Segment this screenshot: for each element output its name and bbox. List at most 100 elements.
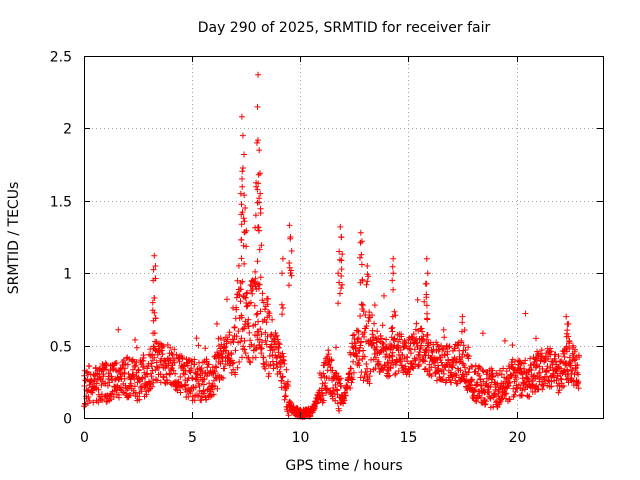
data-point	[239, 183, 246, 190]
data-point	[245, 323, 252, 330]
data-point	[151, 295, 158, 301]
data-point	[363, 281, 370, 288]
data-point	[239, 209, 246, 216]
data-point	[572, 346, 578, 353]
data-point	[328, 357, 335, 364]
data-point	[414, 296, 421, 303]
data-point	[238, 221, 245, 228]
data-point	[386, 353, 393, 359]
data-point	[264, 301, 271, 308]
data-point	[254, 103, 261, 110]
data-point	[453, 380, 460, 387]
data-point	[571, 357, 578, 364]
data-point	[260, 299, 267, 306]
data-point	[424, 315, 431, 322]
data-point	[544, 382, 551, 389]
data-point	[487, 383, 494, 390]
data-point	[254, 199, 261, 206]
data-point	[252, 354, 259, 361]
data-point	[533, 382, 540, 389]
data-point	[152, 263, 159, 269]
data-point	[561, 367, 568, 374]
data-point	[503, 368, 510, 375]
data-point	[235, 328, 242, 335]
data-point	[349, 343, 356, 350]
data-point	[548, 378, 555, 385]
data-point	[359, 276, 366, 283]
data-point	[201, 376, 208, 383]
data-point	[151, 309, 158, 316]
data-point	[476, 363, 482, 370]
data-point	[390, 270, 397, 277]
data-point	[265, 308, 272, 315]
data-point	[449, 364, 456, 371]
data-point	[334, 400, 341, 407]
data-point	[211, 368, 218, 375]
data-point	[482, 401, 489, 407]
data-point	[511, 366, 517, 373]
data-points	[81, 71, 583, 421]
y-tick-label: 2.5	[50, 50, 72, 66]
data-point	[241, 260, 248, 267]
data-point	[336, 256, 343, 263]
data-point	[364, 376, 371, 383]
data-point	[372, 354, 379, 361]
data-point	[276, 341, 283, 348]
data-point	[543, 374, 550, 381]
data-point	[545, 377, 552, 384]
data-point	[361, 329, 368, 336]
data-point	[253, 311, 260, 318]
data-point	[355, 328, 362, 335]
data-point	[203, 358, 210, 365]
data-point	[172, 370, 179, 377]
data-point	[175, 378, 182, 385]
data-point	[379, 322, 386, 329]
data-point	[357, 229, 364, 236]
data-point	[489, 367, 496, 374]
data-point	[247, 337, 254, 344]
data-point	[448, 379, 455, 386]
data-point	[424, 270, 431, 277]
y-tick-label: 0	[63, 412, 72, 428]
data-point	[392, 370, 399, 377]
data-point	[238, 201, 245, 208]
data-point	[498, 371, 505, 378]
data-point	[210, 391, 217, 398]
data-point	[547, 345, 554, 352]
data-point	[281, 393, 288, 400]
data-point	[283, 366, 290, 373]
data-point	[336, 248, 343, 255]
data-point	[193, 392, 200, 399]
data-point	[408, 350, 414, 357]
data-point	[149, 299, 156, 306]
data-point	[389, 277, 396, 284]
axis-ticks: 0 5 10 15 20 0 0.5 1 1.5 2 2.5	[50, 50, 603, 446]
data-point	[410, 331, 417, 337]
data-point	[338, 266, 345, 273]
data-point	[438, 359, 445, 366]
data-point	[278, 377, 285, 384]
data-point	[323, 385, 330, 392]
data-point	[320, 370, 327, 377]
data-point	[506, 396, 513, 403]
data-point	[241, 294, 248, 301]
data-point	[350, 369, 357, 376]
data-point	[476, 372, 483, 379]
data-point	[526, 393, 533, 400]
data-point	[354, 327, 361, 334]
data-point	[191, 361, 198, 368]
data-point	[287, 234, 294, 240]
data-point	[263, 319, 270, 326]
data-point	[152, 376, 159, 383]
data-point	[233, 306, 240, 313]
data-point	[179, 355, 186, 362]
data-point	[362, 312, 369, 318]
data-point	[267, 332, 274, 339]
data-point	[570, 352, 577, 359]
data-point	[388, 325, 395, 332]
data-point	[241, 325, 248, 332]
data-point	[494, 404, 501, 411]
data-point	[285, 412, 292, 419]
data-point	[337, 375, 344, 382]
data-point	[136, 396, 143, 403]
